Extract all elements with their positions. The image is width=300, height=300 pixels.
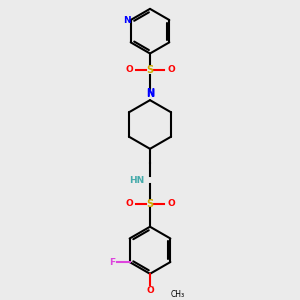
Text: O: O bbox=[146, 286, 154, 295]
Text: O: O bbox=[167, 65, 175, 74]
Text: S: S bbox=[146, 65, 154, 75]
Text: N: N bbox=[146, 88, 154, 98]
Text: HN: HN bbox=[129, 176, 144, 184]
Text: F: F bbox=[109, 257, 115, 266]
Text: N: N bbox=[146, 89, 154, 99]
Text: S: S bbox=[146, 199, 154, 208]
Text: CH₃: CH₃ bbox=[170, 290, 184, 298]
Text: O: O bbox=[125, 199, 133, 208]
Text: O: O bbox=[125, 65, 133, 74]
Text: O: O bbox=[167, 199, 175, 208]
Text: N: N bbox=[124, 16, 131, 25]
